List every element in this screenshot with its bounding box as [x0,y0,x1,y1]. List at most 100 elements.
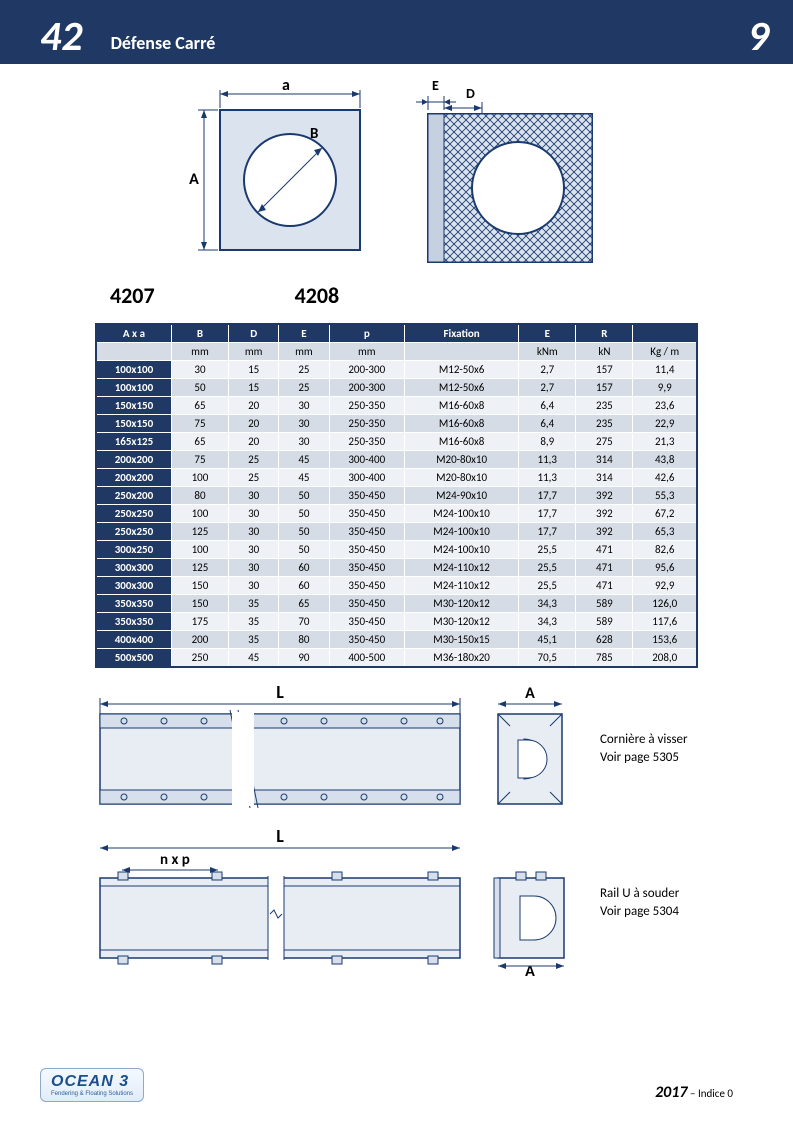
table-cell: 82,6 [633,541,697,559]
table-cell: 60 [279,559,329,577]
table-row: 250x2501003050350-450M24-100x1017,739267… [96,505,697,523]
dim-B-label: B [310,125,318,143]
table-cell: 30 [229,541,279,559]
table-unit-cell: kNm [519,343,576,361]
table-cell: 6,4 [519,397,576,415]
svg-text:L: L [276,828,284,847]
table-cell: 250x250 [96,523,171,541]
table-cell: 30 [229,505,279,523]
table-cell: 589 [576,595,633,613]
section-number: 42 [40,16,83,58]
table-cell: 45 [279,469,329,487]
table-cell: M20-80x10 [404,469,518,487]
table-cell: 392 [576,523,633,541]
table-cell: 589 [576,613,633,631]
table-cell: 235 [576,397,633,415]
table-cell: M20-80x10 [404,451,518,469]
table-header-cell: R [576,324,633,343]
table-cell: 628 [576,631,633,649]
table-header-cell: Fixation [404,324,518,343]
table-cell: 350-450 [329,505,404,523]
table-cell: M24-100x10 [404,523,518,541]
table-cell: 250x200 [96,487,171,505]
table-unit-cell: mm [279,343,329,361]
table-cell: 25,5 [519,577,576,595]
table-cell: M24-110x12 [404,559,518,577]
table-cell: 25 [229,469,279,487]
table-cell: 275 [576,433,633,451]
table-cell: 65 [279,595,329,613]
svg-text:A: A [525,962,535,978]
diagram-rail: L n x p [80,828,580,978]
header-left: 42 Défense Carré [40,16,215,58]
table-cell: 471 [576,559,633,577]
table-cell: 23,6 [633,397,697,415]
table-row: 165x125652030250-350M16-60x88,927521,3 [96,433,697,451]
table-cell: 30 [229,559,279,577]
table-cell: 45 [279,451,329,469]
table-cell: 153,6 [633,631,697,649]
table-header-cell: D [229,324,279,343]
table-cell: 11,4 [633,361,697,379]
table-cell: 250-350 [329,397,404,415]
table-unit-cell: mm [171,343,228,361]
table-cell: 125 [171,559,228,577]
table-cell: M24-100x10 [404,541,518,559]
table-cell: 50 [279,523,329,541]
table-header-cell: A x a [96,324,171,343]
table-cell: 350-450 [329,559,404,577]
table-cell: M16-60x8 [404,397,518,415]
table-cell: 75 [171,451,228,469]
table-row: 500x5002504590400-500M36-180x2070,578520… [96,649,697,668]
table-row: 250x2501253050350-450M24-100x1017,739265… [96,523,697,541]
rail-note-l2: Voir page 5304 [600,903,679,921]
table-row: 300x3001503060350-450M24-110x1225,547192… [96,577,697,595]
table-cell: 30 [229,523,279,541]
table-cell: M16-60x8 [404,433,518,451]
footer-indice: – Indice 0 [688,1087,734,1100]
table-cell: 34,3 [519,613,576,631]
table-cell: M30-150x15 [404,631,518,649]
footer-year-indice: 2017 – Indice 0 [655,1083,733,1102]
table-cell: 17,7 [519,505,576,523]
table-unit-cell: Kg / m [633,343,697,361]
table-cell: 250x250 [96,505,171,523]
table-cell: 157 [576,379,633,397]
table-cell: 35 [229,631,279,649]
table-cell: 150x150 [96,415,171,433]
corniere-row: L A [80,684,753,814]
table-cell: 17,7 [519,487,576,505]
table-cell: 117,6 [633,613,697,631]
diagram-codes: 4207 4208 [0,278,793,309]
table-cell: 471 [576,577,633,595]
table-cell: 15 [229,379,279,397]
table-cell: 20 [229,415,279,433]
table-cell: 25,5 [519,559,576,577]
table-cell: M24-100x10 [404,505,518,523]
table-cell: 35 [229,613,279,631]
table-cell: 21,3 [633,433,697,451]
table-row: 150x150752030250-350M16-60x86,423522,9 [96,415,697,433]
table-header: A x aBDEpFixationER mmmmmmmmkNmkNKg / m [96,324,697,361]
table-cell: 150x150 [96,397,171,415]
table-cell: 25,5 [519,541,576,559]
table-cell: 157 [576,361,633,379]
table-cell: 65,3 [633,523,697,541]
svg-text:n x p: n x p [160,851,190,869]
table-unit-cell: kN [576,343,633,361]
table-cell: 9,9 [633,379,697,397]
page-header: 42 Défense Carré 9 [0,0,793,64]
rail-row: L n x p [80,828,753,978]
code-4207: 4207 [110,282,155,309]
page-footer: OCEAN 3 Fendering & Floating Solutions 2… [0,1068,793,1102]
table-cell: 35 [229,595,279,613]
table-cell: 150 [171,577,228,595]
table-cell: 314 [576,451,633,469]
logo-text: OCEAN 3 [51,1073,133,1091]
table-cell: 175 [171,613,228,631]
table-cell: 400-500 [329,649,404,668]
table-unit-cell [96,343,171,361]
table-row: 150x150652030250-350M16-60x86,423523,6 [96,397,697,415]
table-unit-cell: mm [229,343,279,361]
table-cell: 90 [279,649,329,668]
